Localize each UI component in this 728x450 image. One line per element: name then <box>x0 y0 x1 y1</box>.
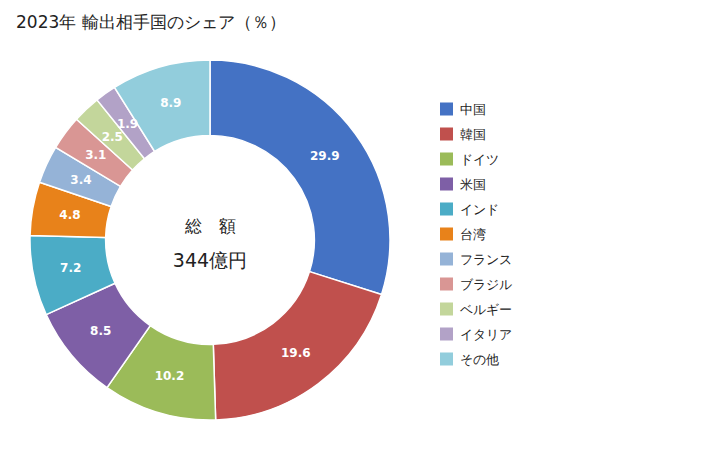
legend-label: 韓国 <box>460 127 486 142</box>
legend-item: 台湾 <box>440 227 486 242</box>
data-label: 8.9 <box>160 96 181 110</box>
data-label: 7.2 <box>60 261 81 275</box>
center-text: 344億円 <box>173 249 247 271</box>
chart-svg: 2023年 輸出相手国のシェア（％） 29.9 19.6 10.2 8.5 7.2 4.8 3… <box>0 0 728 450</box>
legend-swatch <box>440 303 453 316</box>
legend-swatch <box>440 153 453 166</box>
legend-swatch <box>440 178 453 191</box>
legend-item: その他 <box>440 352 499 367</box>
legend-label: 中国 <box>460 102 486 117</box>
legend-item: ベルギー <box>440 302 512 317</box>
legend-swatch <box>440 103 453 116</box>
legend-label: 米国 <box>460 177 486 192</box>
legend-swatch <box>440 228 453 241</box>
legend-item: インド <box>440 202 499 217</box>
legend-swatch <box>440 203 453 216</box>
legend-label: ドイツ <box>460 152 499 167</box>
legend-swatch <box>440 278 453 291</box>
legend-item: 中国 <box>440 102 486 117</box>
legend-label: フランス <box>460 252 512 267</box>
legend-swatch <box>440 328 453 341</box>
legend-item: ドイツ <box>440 152 499 167</box>
legend-label: インド <box>460 202 499 217</box>
data-label: 10.2 <box>155 369 185 383</box>
legend: 中国韓国ドイツ米国インド台湾フランスブラジルベルギーイタリアその他 <box>440 102 512 367</box>
legend-swatch <box>440 128 453 141</box>
legend-item: イタリア <box>440 327 512 342</box>
slice <box>30 235 115 314</box>
data-label: 8.5 <box>90 324 111 338</box>
legend-label: その他 <box>460 352 499 367</box>
data-label: 29.9 <box>310 149 340 163</box>
data-label: 3.1 <box>85 148 106 162</box>
legend-label: ブラジル <box>460 277 512 292</box>
slice <box>115 60 210 152</box>
chart-title: 2023年 輸出相手国のシェア（％） <box>16 12 286 32</box>
data-label: 3.4 <box>70 173 91 187</box>
legend-item: 韓国 <box>440 127 486 142</box>
legend-item: 米国 <box>440 177 486 192</box>
legend-label: 台湾 <box>460 227 486 242</box>
slice <box>213 272 381 420</box>
data-label: 19.6 <box>281 346 311 360</box>
legend-swatch <box>440 253 453 266</box>
data-labels: 29.9 19.6 10.2 8.5 7.2 4.8 3.4 3.1 2.51.9 8.9 <box>59 96 339 383</box>
legend-label: ベルギー <box>460 302 512 317</box>
legend-item: ブラジル <box>440 277 512 292</box>
data-label: 1.9 <box>117 117 138 131</box>
legend-item: フランス <box>440 252 512 267</box>
pie-group <box>30 60 390 420</box>
data-label: 2.5 <box>102 130 123 144</box>
data-label: 4.8 <box>59 208 80 222</box>
legend-swatch <box>440 353 453 366</box>
legend-label: イタリア <box>460 327 512 342</box>
center-text: 総 額 <box>184 216 236 236</box>
